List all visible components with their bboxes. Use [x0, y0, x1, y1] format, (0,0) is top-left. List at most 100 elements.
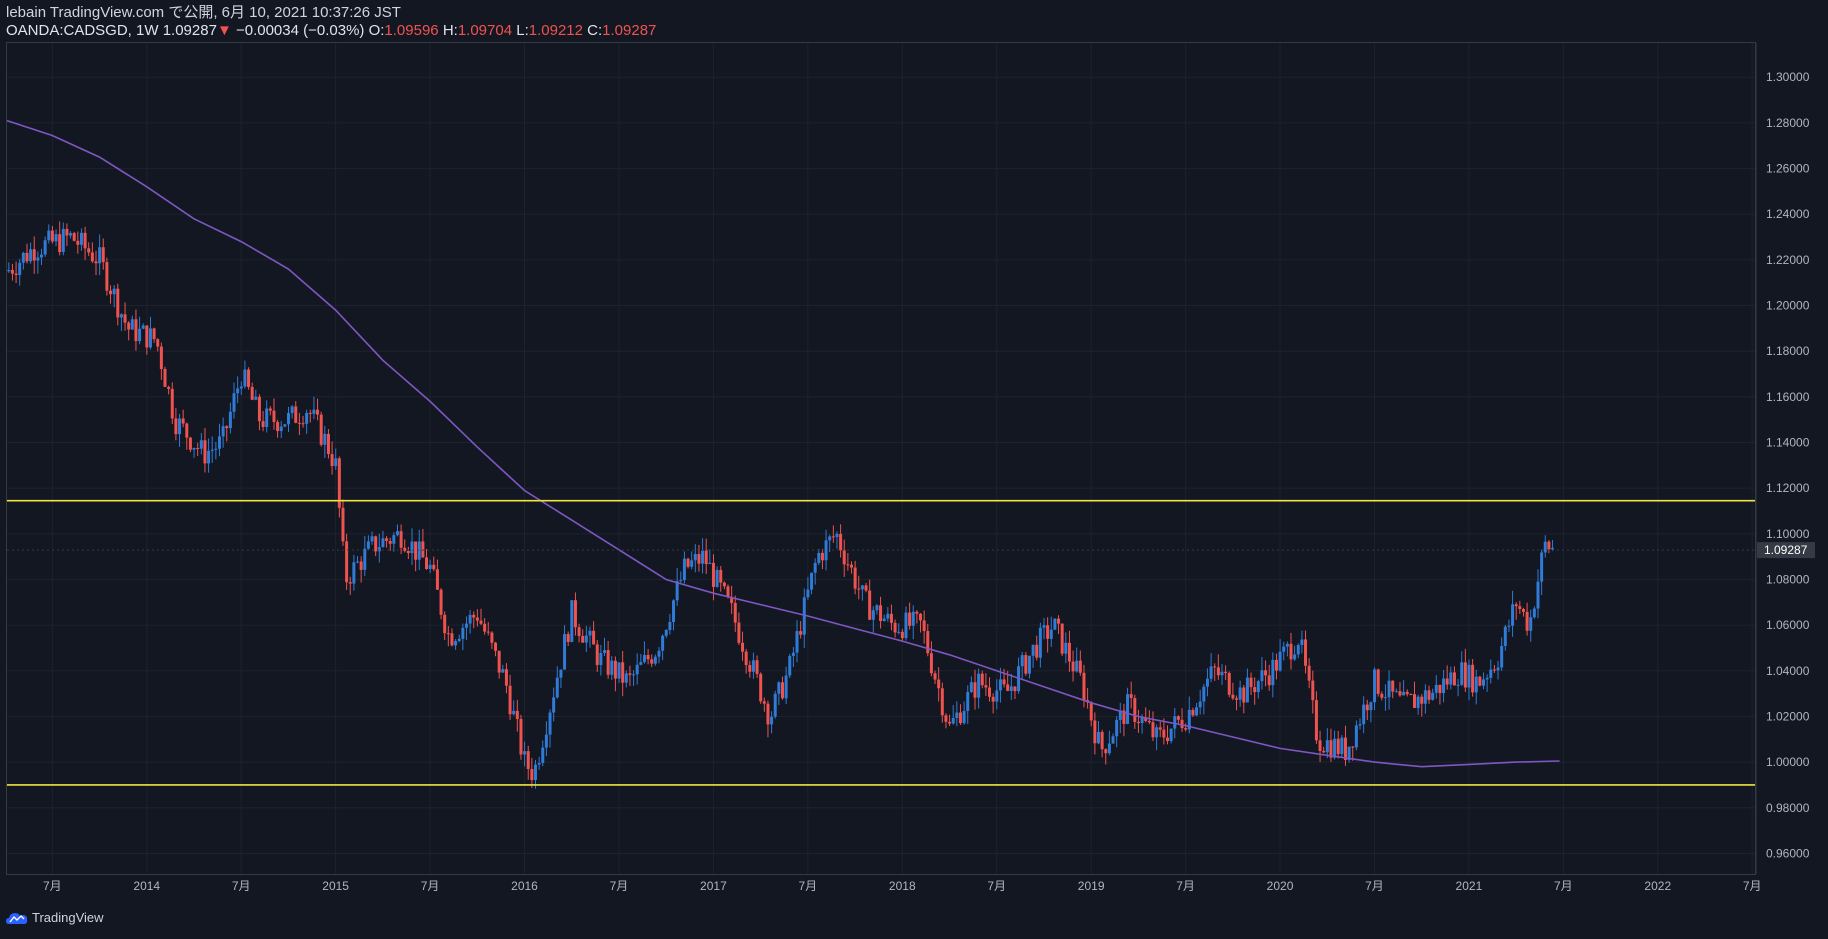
- candle-body: [1467, 664, 1471, 688]
- time-tick-label: 2020: [1267, 879, 1294, 893]
- candle-body: [1009, 686, 1013, 691]
- candle-body: [799, 631, 803, 635]
- candle-body: [188, 437, 192, 450]
- candle-body: [87, 248, 91, 253]
- candle-body: [991, 696, 995, 702]
- candle-body: [207, 450, 211, 464]
- candle-body: [929, 653, 933, 674]
- candle-body: [50, 230, 54, 242]
- time-tick-label: 7月: [232, 879, 251, 893]
- symbol-label[interactable]: OANDA:CADSGD, 1W: [6, 22, 159, 39]
- candle-body: [1391, 680, 1395, 692]
- candle-body: [1067, 642, 1071, 662]
- candle-body: [1405, 691, 1409, 695]
- candle-body: [414, 541, 418, 560]
- candle-body: [243, 369, 247, 387]
- candle-body: [178, 418, 182, 435]
- candle-body: [1198, 701, 1202, 708]
- candle-body: [559, 669, 563, 678]
- time-tick-label: 2022: [1644, 879, 1671, 893]
- candle-body: [853, 567, 857, 589]
- candle-body: [1318, 740, 1322, 751]
- candle-body: [1380, 693, 1384, 698]
- candle-body: [719, 569, 723, 583]
- candle-body: [1089, 702, 1093, 721]
- candle-body: [642, 654, 646, 663]
- candle-body: [1129, 694, 1133, 699]
- candle-body: [483, 623, 487, 632]
- candle-body: [1209, 666, 1213, 679]
- tradingview-logo[interactable]: TradingView: [6, 910, 104, 925]
- candle-body: [675, 581, 679, 601]
- candle-body: [1245, 677, 1249, 703]
- candle-body: [454, 641, 458, 646]
- time-tick-label: 2016: [511, 879, 538, 893]
- candle-body: [116, 288, 120, 318]
- candle-body: [806, 589, 810, 598]
- candle-body: [802, 597, 806, 635]
- price-tick-label: 1.28000: [1766, 116, 1810, 130]
- candle-body: [1492, 669, 1496, 671]
- candle-body: [1412, 694, 1416, 708]
- candle-body: [1264, 670, 1268, 676]
- candle-body: [1046, 625, 1050, 639]
- candle-body: [1274, 659, 1278, 671]
- candle-body: [751, 660, 755, 672]
- candle-body: [1115, 719, 1119, 737]
- ohlc-line: OANDA:CADSGD, 1W 1.09287▼ −0.00034 (−0.0…: [6, 22, 1106, 40]
- candle-body: [199, 440, 203, 449]
- candle-body: [1293, 654, 1297, 660]
- candle-body: [1325, 740, 1329, 753]
- price-chart[interactable]: 1.30000 1.28000 1.26000 1.24000 1.22000 1.200…: [0, 0, 1828, 900]
- candle-body: [1431, 692, 1435, 700]
- candle-body: [1006, 684, 1010, 691]
- candle-body: [18, 262, 22, 276]
- candle-body: [1449, 672, 1453, 685]
- candle-body: [573, 600, 577, 628]
- candle-body: [174, 418, 178, 435]
- candle-body: [36, 257, 40, 261]
- candle-body: [7, 269, 11, 272]
- candle-body: [664, 629, 668, 636]
- candle-body: [1514, 604, 1518, 607]
- candle-body: [29, 249, 33, 262]
- candle-body: [1169, 728, 1173, 742]
- candle-body: [58, 234, 62, 253]
- candle-body: [348, 582, 352, 584]
- candle-body: [276, 421, 280, 432]
- candle-body: [83, 232, 87, 249]
- candle-body: [308, 412, 312, 414]
- time-tick-label: 7月: [987, 879, 1006, 893]
- candle-body: [624, 673, 628, 683]
- time-tick-label: 2014: [133, 879, 160, 893]
- candle-body: [399, 531, 403, 548]
- time-tick-label: 2015: [322, 879, 349, 893]
- candle-body: [94, 261, 98, 264]
- candle-body: [1296, 645, 1300, 655]
- time-tick-label: 7月: [610, 879, 629, 893]
- candle-body: [595, 644, 599, 665]
- candle-body: [323, 433, 327, 445]
- time-tick-label: 7月: [1365, 879, 1384, 893]
- open-label: O:: [368, 22, 385, 39]
- candle-body: [770, 716, 774, 725]
- price-tick-label: 1.26000: [1766, 162, 1810, 176]
- candle-body: [366, 541, 370, 549]
- candle-body: [1300, 639, 1304, 646]
- candle-body: [599, 652, 603, 665]
- candle-body: [403, 547, 407, 552]
- candle-body: [1482, 679, 1486, 686]
- candle-body: [1304, 639, 1308, 666]
- candle-body: [1314, 700, 1318, 741]
- price-tick-label: 1.24000: [1766, 207, 1810, 221]
- candle-body: [958, 712, 962, 724]
- candle-body: [112, 288, 116, 295]
- candle-body: [257, 396, 261, 422]
- candle-body: [1249, 677, 1253, 688]
- candle-body: [868, 590, 872, 620]
- candle-body: [1311, 680, 1315, 701]
- candle-body: [784, 675, 788, 699]
- time-tick-label: 2017: [700, 879, 727, 893]
- candle-body: [1322, 750, 1326, 753]
- candle-body: [79, 232, 83, 245]
